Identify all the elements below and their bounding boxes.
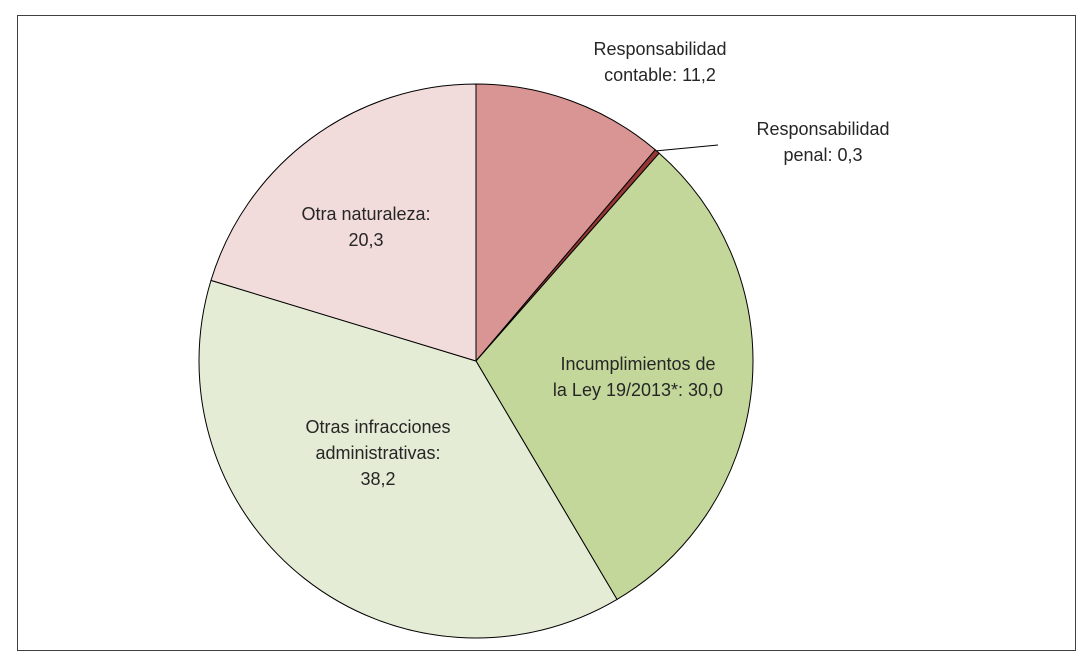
pie-slice bbox=[475, 83, 656, 363]
slice-label: la Ley 19/2013*: 30,0 bbox=[553, 380, 723, 400]
slice-label: Incumplimientos de bbox=[560, 354, 715, 374]
slice-label: penal: 0,3 bbox=[783, 145, 862, 165]
slice-label: 20,3 bbox=[348, 230, 383, 250]
slice-label: contable: 11,2 bbox=[604, 65, 716, 85]
slice-label: 38,2 bbox=[360, 469, 395, 489]
slice-label: Responsabilidad bbox=[756, 119, 889, 139]
slice-label: Otras infracciones bbox=[305, 417, 450, 437]
pie-slice bbox=[198, 279, 618, 639]
pie-slice bbox=[210, 83, 477, 362]
leader-line bbox=[654, 144, 719, 152]
slice-label: Responsabilidad bbox=[593, 39, 726, 59]
slice-label: administrativas: bbox=[315, 443, 440, 463]
slice-label: Otra naturaleza: bbox=[301, 204, 430, 224]
pie-slice bbox=[475, 152, 754, 601]
